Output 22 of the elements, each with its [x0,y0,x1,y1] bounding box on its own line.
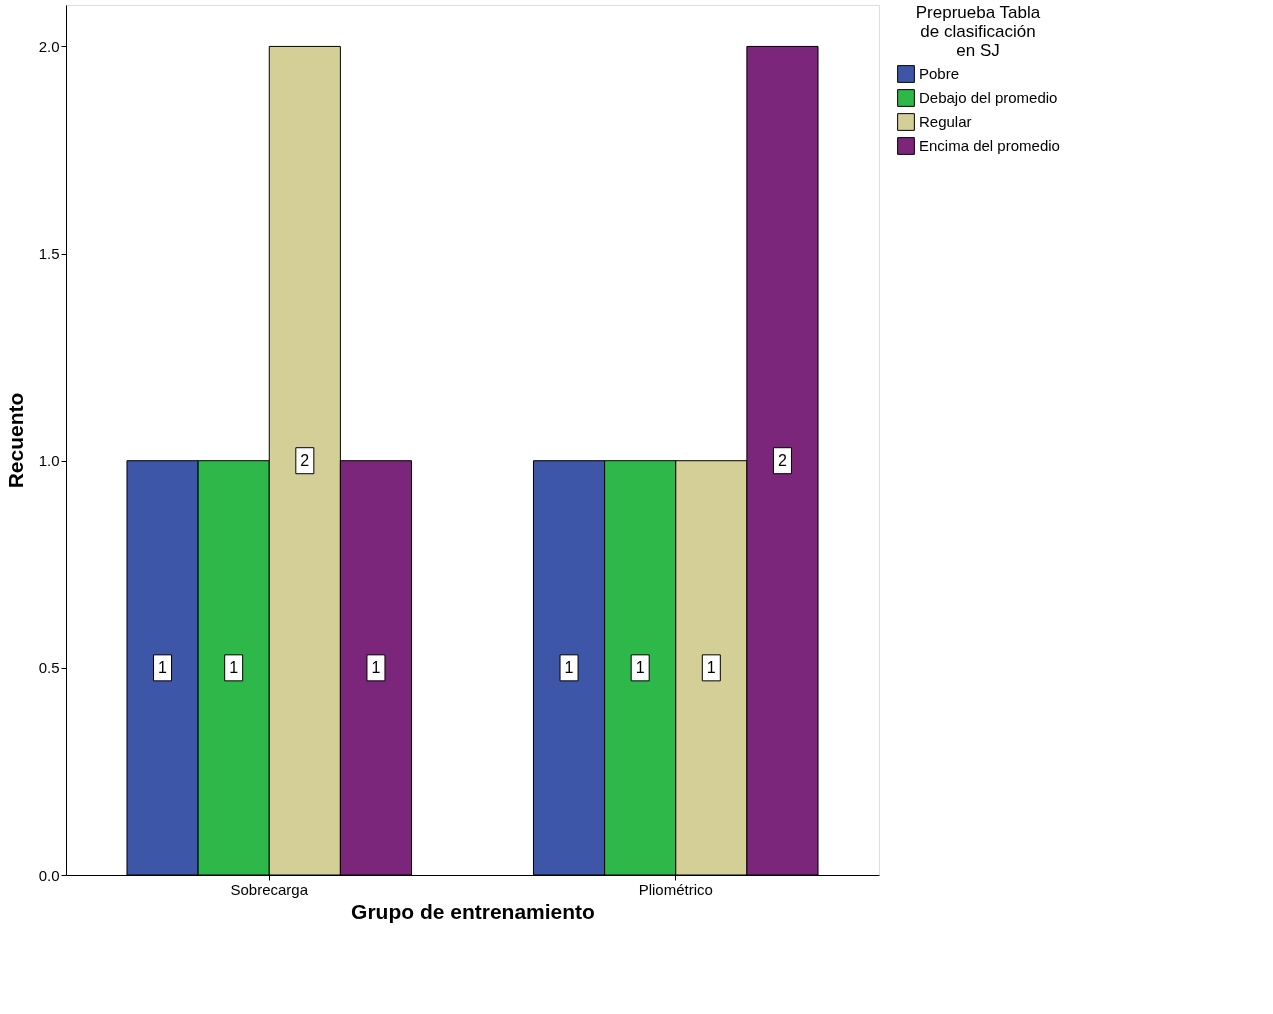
data-label: 1 [635,658,645,676]
legend-label: Pobre [919,65,960,82]
y-tick-label: 2.0 [38,37,60,55]
data-label: 1 [158,658,168,676]
y-tick-label: 0.5 [38,659,60,677]
data-label: 1 [371,658,381,676]
y-tick-label: 0.0 [38,866,60,884]
y-tick-label: 1.5 [38,245,60,263]
legend-label: Regular [919,113,972,130]
legend-title: Preprueba Tabla de clasificación en SJ [915,3,1041,60]
data-label: 2 [300,451,310,469]
y-axis-title: Recuento [3,392,27,489]
data-label: 1 [564,658,574,676]
legend-label: Debajo del promedio [919,89,1058,106]
legend-label: Encima del promedio [919,137,1060,154]
x-axis-title: Grupo de entrenamiento [351,899,595,923]
data-label: 1 [706,658,716,676]
data-label: 1 [229,658,239,676]
x-tick-label: Pliométrico [638,880,713,898]
data-label: 2 [778,451,787,469]
x-tick-label: Sobrecarga [230,880,309,898]
y-tick-label: 1.0 [38,452,60,470]
